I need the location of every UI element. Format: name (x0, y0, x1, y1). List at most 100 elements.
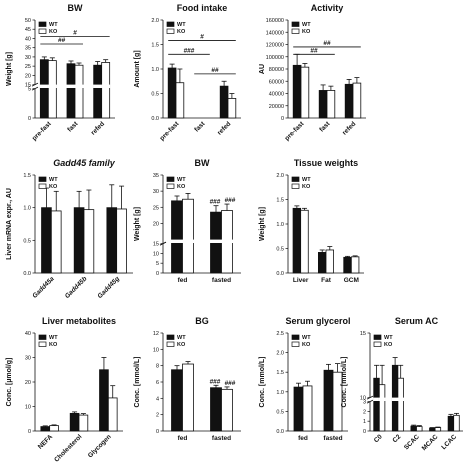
x-tick-label: refed (90, 120, 106, 136)
x-tick-label: fed (298, 435, 308, 442)
bar-break-gap (428, 397, 436, 401)
y-tick-label: 0.0 (151, 116, 159, 122)
y-tick-label: 140000 (266, 30, 284, 36)
legend-label-wt: WT (302, 335, 311, 341)
chart-panel: BG Conc. [mmol/L] 0 2 4 6 8 10 12 fed fasted ### ###… (134, 316, 241, 442)
bar-ko (107, 397, 118, 432)
bar-wt (39, 59, 49, 119)
significance-label: ### (225, 197, 236, 204)
x-tick-label: fed (178, 435, 188, 442)
bar-wt (318, 90, 328, 119)
chart-panel: BW Weight [g] 0 515 20 25 30 35 40 45 50 pre-fast fa… (6, 3, 115, 142)
bar-break-gap (391, 397, 399, 401)
x-tick-label: fast (193, 120, 207, 134)
legend-swatch-wt (291, 21, 300, 27)
bar-ko (49, 425, 59, 432)
bar-ko (47, 60, 57, 119)
legend-label-wt: WT (302, 177, 311, 183)
y-tick-label: 2 (363, 409, 366, 415)
legend-label-wt: WT (49, 22, 58, 28)
bar-ko (182, 198, 194, 274)
x-tick-label: Liver (293, 277, 309, 284)
y-tick-label: 0.5 (151, 92, 159, 98)
bar-break-gap (373, 397, 380, 401)
y-tick-label: 1.5 (23, 173, 31, 179)
legend-swatch-ko (38, 341, 47, 347)
bar-break-gap (209, 239, 223, 243)
legend-swatch-ko (373, 341, 382, 347)
y-tick-label: 50 (25, 18, 31, 24)
bar-wt (323, 369, 334, 432)
y-tick-label: 5 (28, 87, 31, 93)
y-tick-label: 160000 (266, 18, 284, 24)
bar-ko (453, 414, 460, 432)
legend-swatch-wt (373, 334, 382, 340)
significance-label: ### (210, 378, 221, 385)
bar-wt (317, 252, 327, 274)
legend-label-ko: KO (302, 29, 311, 35)
bar-ko (378, 384, 386, 432)
x-tick-label: LCAC (440, 433, 458, 451)
legend-label-wt: WT (177, 22, 186, 28)
legend-label-wt: WT (177, 335, 186, 341)
bar-wt (293, 386, 304, 432)
y-tick-label: 1.5 (151, 43, 159, 49)
legend-label-ko: KO (302, 342, 311, 348)
y-tick-label: 10 (153, 251, 159, 257)
x-tick-label: MCAC (421, 433, 440, 452)
x-tick-label: fasted (212, 277, 231, 284)
bar-wt (99, 369, 109, 432)
y-tick-label: 20 (153, 221, 159, 227)
legend-label-wt: WT (49, 177, 58, 183)
significance-label: ## (211, 67, 219, 74)
x-tick-label: refed (216, 120, 232, 136)
x-tick-label: SCAC (403, 433, 421, 451)
chart-panel: Food intake Amount [g] 0.0 0.5 1.0 1.5 2.0 pre-… (134, 3, 241, 142)
chart-title: Serum AC (395, 316, 439, 326)
legend-label-ko: KO (302, 184, 311, 190)
legend-label-ko: KO (49, 29, 58, 35)
y-tick-label: 5 (156, 261, 159, 267)
y-tick-label: 2.5 (276, 331, 284, 337)
legend-label-wt: WT (302, 22, 311, 28)
legend-swatch-ko (291, 341, 300, 347)
bar-break-gap (415, 397, 423, 401)
bar-break-gap (39, 84, 49, 88)
x-tick-label: fasted (212, 435, 231, 442)
chart-title: Gadd45 family (53, 158, 116, 168)
bar-ko (78, 414, 89, 432)
chart-title: Liver metabolites (42, 316, 116, 326)
y-axis-label: Weight [g] (134, 207, 141, 241)
chart-panel: Activity AU 0 20000 40000 60000 80000 100000 120… (259, 3, 366, 142)
y-tick-label: 100000 (266, 55, 284, 61)
significance-label: ## (58, 37, 66, 44)
bar-break-gap (447, 397, 455, 401)
bar-wt (167, 67, 177, 119)
bar-wt (73, 207, 85, 274)
bar-wt (171, 200, 183, 274)
legend-label-ko: KO (384, 342, 393, 348)
y-tick-label: 10 (153, 347, 159, 353)
x-tick-label: Gadd45a (31, 275, 56, 300)
chart-panel: Tissue weights Weight [g] 0.0 0.5 1.0 1.5 2.0 L… (259, 158, 364, 284)
bar-ko (50, 210, 62, 274)
y-tick-label: 25 (153, 205, 159, 211)
y-tick-label: 8 (156, 364, 159, 370)
legend-swatch-wt (166, 21, 175, 27)
x-tick-label: C2 (391, 433, 402, 444)
bar-break-gap (453, 397, 460, 401)
y-tick-label: 30 (25, 356, 31, 362)
x-tick-label: Glycogen (87, 433, 113, 459)
y-axis-label: Liver mRNA expr., AU (6, 188, 13, 260)
significance-label: ### (225, 380, 236, 387)
chart-title: Activity (311, 3, 344, 13)
legend-label-ko: KO (177, 184, 186, 190)
legend-label-ko: KO (177, 342, 186, 348)
bar-wt (292, 207, 302, 274)
bar-ko (302, 385, 313, 432)
y-tick-label: 1 (363, 419, 366, 425)
bar-wt (66, 63, 76, 119)
significance-label: ### (184, 47, 195, 54)
bar-break-gap (181, 239, 195, 243)
bar-wt (447, 415, 455, 432)
